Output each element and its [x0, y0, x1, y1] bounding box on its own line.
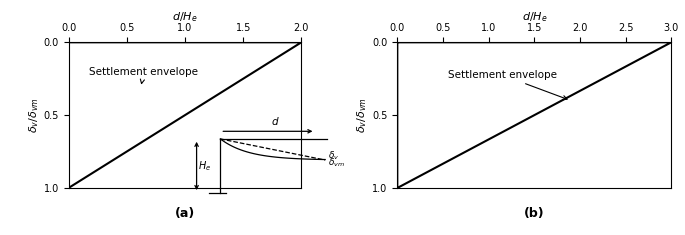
X-axis label: $d/H_e$: $d/H_e$ [521, 10, 547, 24]
Text: Settlement envelope: Settlement envelope [90, 67, 199, 84]
Text: (a): (a) [175, 207, 195, 220]
Y-axis label: $\delta_v/\delta_{vm}$: $\delta_v/\delta_{vm}$ [356, 97, 369, 133]
Text: Settlement envelope: Settlement envelope [447, 70, 567, 100]
Text: $\delta_{vm}$: $\delta_{vm}$ [328, 156, 345, 169]
Text: $H_e$: $H_e$ [198, 159, 211, 173]
X-axis label: $d/H_e$: $d/H_e$ [172, 10, 198, 24]
Y-axis label: $\delta_v/\delta_{vm}$: $\delta_v/\delta_{vm}$ [27, 97, 40, 133]
Text: (b): (b) [524, 207, 545, 220]
Text: $d$: $d$ [271, 115, 279, 127]
Text: $\delta_v$: $\delta_v$ [328, 150, 339, 162]
